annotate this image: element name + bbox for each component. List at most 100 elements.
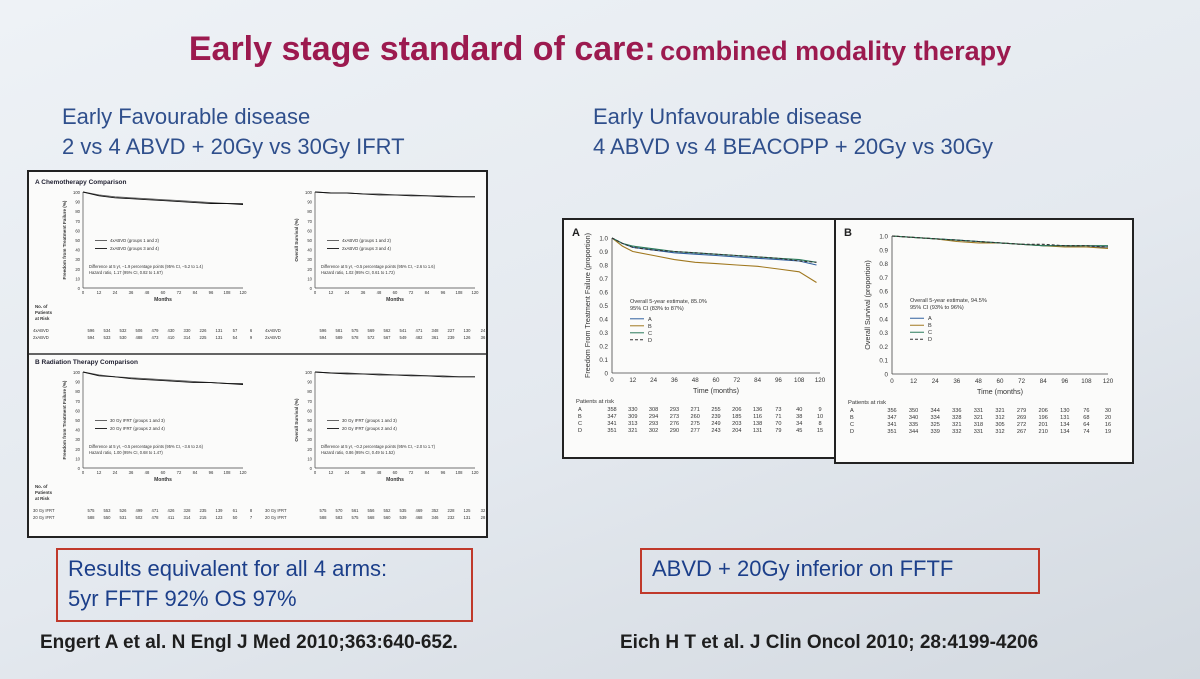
right-result-text: ABVD + 20Gy inferior on FFTF — [652, 556, 954, 581]
y-tick-label: 0.9 — [879, 247, 888, 254]
y-tick-label: 0.5 — [599, 303, 608, 310]
risk-cell: 294 — [649, 414, 658, 420]
risk-cell: 305 — [995, 422, 1004, 428]
section-title: B Radiation Therapy Comparison — [35, 359, 138, 366]
x-tick-label: 36 — [129, 290, 134, 295]
y-tick-label: 90 — [75, 200, 80, 205]
risk-cell: 532 — [120, 328, 128, 333]
risk-cell: 350 — [909, 408, 918, 414]
risk-cell: 71 — [775, 414, 781, 420]
risk-cell: 131 — [216, 335, 224, 340]
x-tick-label: 24 — [932, 378, 939, 385]
risk-cell: 70 — [775, 421, 781, 427]
y-tick-label: 30 — [75, 437, 80, 442]
y-tick-label: 90 — [75, 380, 80, 385]
risk-cell: 549 — [400, 335, 408, 340]
risk-cell: 20 — [1105, 415, 1111, 421]
risk-cell: 479 — [152, 328, 160, 333]
section-title: A Chemotherapy Comparison — [35, 179, 127, 186]
x-tick-label: 120 — [472, 290, 480, 295]
estimate-ci: 95% CI (83% to 87%) — [630, 306, 684, 312]
y-tick-label: 20 — [307, 447, 312, 452]
x-tick-label: 96 — [441, 470, 446, 475]
risk-cell: 502 — [136, 515, 144, 520]
x-tick-label: 36 — [671, 377, 678, 384]
y-tick-label: 40 — [75, 428, 80, 433]
y-tick-label: 0.8 — [599, 263, 608, 270]
legend-label: C — [648, 331, 652, 337]
x-tick-label: 108 — [224, 470, 232, 475]
y-tick-label: 80 — [75, 389, 80, 394]
risk-header: Patients at risk — [848, 400, 886, 406]
risk-cell: 293 — [670, 407, 679, 413]
km-curve-2 — [314, 191, 475, 198]
risk-cell: 328 — [184, 508, 192, 513]
risk-cell: 410 — [168, 335, 176, 340]
risk-cell: 330 — [184, 328, 192, 333]
risk-cell: 54 — [233, 335, 238, 340]
x-tick-label: 84 — [1040, 378, 1047, 385]
risk-header: at Risk — [35, 316, 50, 321]
x-tick-label: 84 — [193, 290, 198, 295]
stat-difference: Difference at 5 yr, −0.2 percentage poin… — [321, 444, 436, 449]
risk-cell: 260 — [691, 414, 700, 420]
risk-cell: 279 — [1017, 408, 1026, 414]
y-tick-label: 40 — [307, 248, 312, 253]
risk-cell: 314 — [184, 515, 192, 520]
risk-cell: 526 — [120, 508, 128, 513]
x-tick-label: 60 — [713, 377, 720, 384]
y-tick-label: 0.6 — [879, 289, 888, 296]
risk-cell: 57 — [233, 328, 238, 333]
risk-cell: 243 — [711, 428, 720, 434]
y-tick-label: 10 — [75, 456, 80, 461]
risk-cell: 293 — [649, 421, 658, 427]
risk-row-label: 4xABVD — [33, 328, 49, 333]
x-tick-label: 36 — [361, 290, 366, 295]
y-tick-label: 0.6 — [599, 290, 608, 297]
panel-letter: B — [844, 227, 852, 239]
risk-cell: 271 — [691, 407, 700, 413]
x-axis-label: Months — [154, 297, 172, 303]
x-tick-label: 84 — [425, 290, 430, 295]
risk-cell: 30 — [1105, 408, 1111, 414]
risk-cell: 64 — [1083, 422, 1089, 428]
y-tick-label: 50 — [75, 418, 80, 423]
km-curve-A — [611, 237, 817, 266]
risk-cell: 45 — [796, 428, 802, 434]
risk-cell: 206 — [1039, 408, 1048, 414]
risk-cell: 556 — [368, 508, 376, 513]
x-tick-label: 48 — [692, 377, 699, 384]
risk-row-label: B — [850, 415, 854, 421]
y-tick-label: 10 — [307, 276, 312, 281]
km-curve-2 — [82, 191, 244, 205]
x-tick-label: 36 — [361, 470, 366, 475]
left-result-line1: Results equivalent for all 4 arms: — [68, 556, 388, 581]
risk-cell: 352 — [432, 508, 440, 513]
risk-cell: 16 — [1105, 422, 1111, 428]
x-tick-label: 108 — [1081, 378, 1092, 385]
risk-cell: 79 — [775, 428, 781, 434]
risk-cell: 309 — [628, 414, 637, 420]
x-tick-label: 48 — [975, 378, 982, 385]
x-tick-label: 60 — [393, 290, 398, 295]
risk-cell: 136 — [753, 407, 762, 413]
y-tick-label: 100 — [73, 190, 81, 195]
risk-cell: 68 — [1083, 415, 1089, 421]
risk-cell: 339 — [931, 429, 940, 435]
km-curve-B — [611, 237, 817, 283]
legend-label: C — [928, 330, 932, 336]
risk-cell: 273 — [670, 414, 679, 420]
estimate-text: Overall 5-year estimate, 85.0% — [630, 299, 707, 305]
x-axis-label: Months — [386, 477, 404, 483]
risk-cell: 276 — [670, 421, 679, 427]
risk-cell: 215 — [200, 515, 208, 520]
risk-cell: 568 — [368, 515, 376, 520]
risk-cell: 116 — [753, 414, 762, 420]
x-tick-label: 60 — [161, 290, 166, 295]
y-tick-label: 100 — [305, 190, 313, 195]
y-tick-label: 20 — [307, 267, 312, 272]
risk-cell: 6 — [250, 328, 253, 333]
risk-cell: 225 — [200, 335, 208, 340]
risk-cell: 348 — [432, 328, 440, 333]
